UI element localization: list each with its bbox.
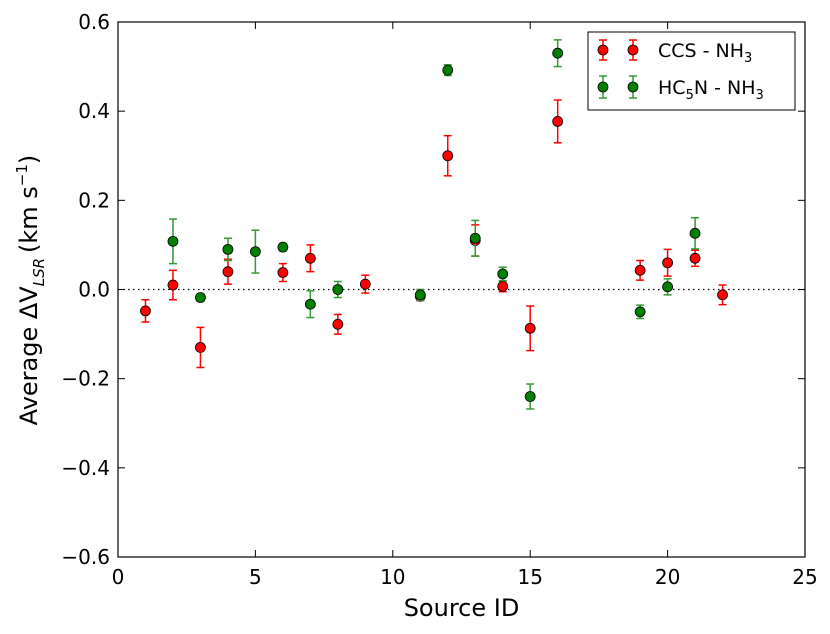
y-axis-label-exp: −1 bbox=[13, 164, 31, 186]
data-point bbox=[442, 150, 454, 162]
legend-frame bbox=[587, 31, 796, 111]
legend-entry-hc5n: HC5N - NH3 bbox=[597, 75, 764, 103]
data-point bbox=[717, 289, 728, 301]
data-point bbox=[140, 305, 151, 317]
data-point bbox=[689, 227, 701, 239]
data-point bbox=[524, 322, 536, 334]
y-tick-label: −0.6 bbox=[61, 545, 110, 569]
y-tick-label: 0.6 bbox=[78, 10, 110, 34]
legend: CCS - NH3 HC5N - NH3 bbox=[587, 31, 796, 111]
x-tick-label: 25 bbox=[792, 565, 817, 589]
data-point bbox=[195, 292, 206, 303]
x-tick-label: 15 bbox=[517, 565, 542, 589]
legend-hc5n-label: HC5N - NH3 bbox=[658, 77, 764, 103]
data-point bbox=[222, 266, 234, 278]
y-axis-label-main: Average ΔV bbox=[15, 286, 43, 426]
data-point bbox=[524, 391, 536, 402]
y-tick-label: 0.4 bbox=[78, 99, 110, 123]
series-hc5n bbox=[167, 39, 701, 410]
data-point bbox=[689, 252, 701, 264]
y-axis-label-sub: LSR bbox=[30, 258, 48, 286]
data-point bbox=[249, 246, 261, 258]
data-point bbox=[222, 243, 234, 255]
data-point bbox=[277, 241, 289, 253]
y-tick-label: 0.2 bbox=[78, 188, 110, 212]
y-tick-label: −0.2 bbox=[61, 367, 110, 391]
data-point bbox=[662, 281, 673, 293]
series-ccs bbox=[140, 99, 728, 369]
data-point bbox=[552, 116, 564, 127]
y-tick-label: 0.0 bbox=[78, 278, 110, 302]
data-point bbox=[552, 47, 564, 59]
data-point bbox=[167, 279, 179, 291]
x-tick-label: 5 bbox=[249, 565, 262, 589]
data-point bbox=[414, 289, 426, 301]
legend-entry-ccs: CCS - NH3 bbox=[597, 39, 752, 66]
data-point bbox=[634, 264, 646, 276]
y-tick-label: −0.4 bbox=[61, 456, 110, 480]
legend-ccs-label: CCS - NH3 bbox=[658, 40, 752, 66]
data-point bbox=[304, 298, 316, 310]
y-axis-label-close: ) bbox=[15, 155, 43, 164]
legend-ccs-marker-2 bbox=[627, 44, 639, 56]
data-point bbox=[195, 342, 206, 353]
legend-hc5n-marker-2 bbox=[627, 81, 639, 93]
plot-frame bbox=[117, 21, 806, 558]
x-axis-label: Source ID bbox=[404, 594, 520, 622]
y-axis-label-units: (km s bbox=[15, 186, 43, 253]
legend-hc5n-marker-1 bbox=[597, 81, 609, 93]
data-point bbox=[662, 257, 673, 269]
svg-text:Average ΔVLSR(km s−1): Average ΔVLSR (km s−1) bbox=[13, 155, 48, 426]
data-point bbox=[304, 252, 316, 264]
data-point bbox=[167, 235, 179, 247]
x-tick-label: 10 bbox=[380, 565, 405, 589]
data-point bbox=[332, 318, 344, 330]
data-point bbox=[497, 280, 509, 292]
legend-ccs-marker-1 bbox=[597, 44, 609, 56]
data-point bbox=[469, 232, 481, 244]
x-tick-label: 0 bbox=[112, 565, 125, 589]
data-point bbox=[277, 267, 289, 278]
data-point bbox=[634, 306, 646, 318]
data-point bbox=[442, 64, 454, 76]
data-point bbox=[497, 268, 509, 280]
data-point bbox=[359, 278, 371, 290]
y-axis-label: Average ΔVLSR (km s−1) bbox=[13, 155, 48, 426]
x-tick-label: 20 bbox=[655, 565, 680, 589]
data-point bbox=[332, 284, 344, 295]
